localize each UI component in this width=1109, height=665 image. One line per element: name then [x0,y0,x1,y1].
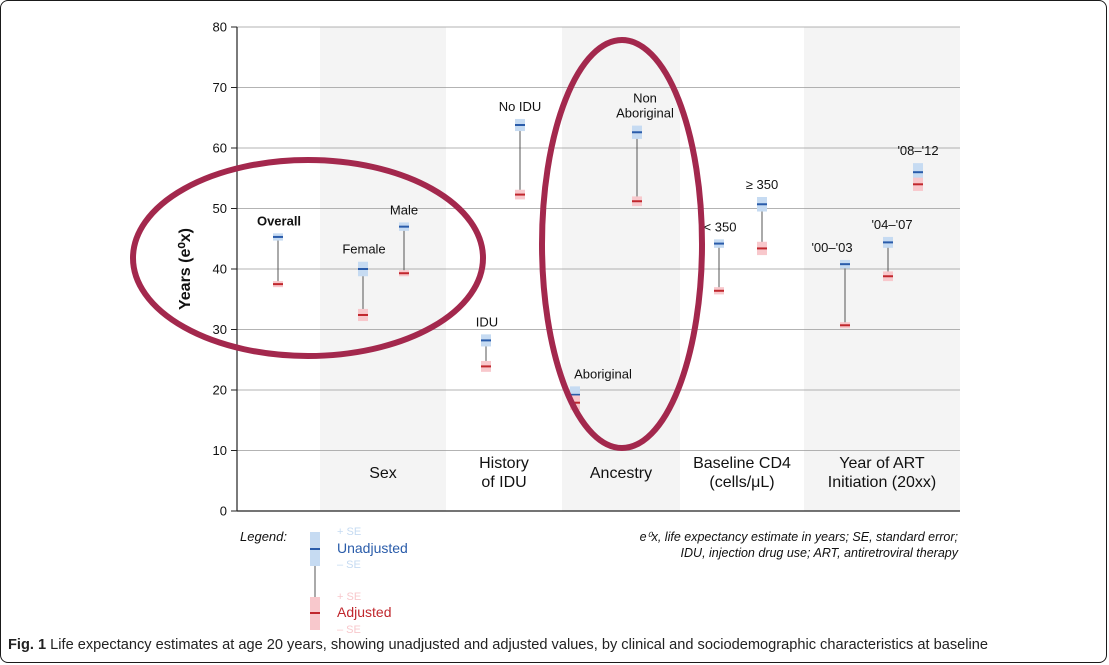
y-tick-label: 10 [213,443,227,458]
category-label: < 350 [704,219,737,234]
group-label: Sex [369,465,397,482]
category-label: IDU [476,314,498,329]
legend-plus-se: + SE [337,591,361,603]
note-symbol: e⁰x [640,530,659,544]
caption-text: Life expectancy estimates at age 20 year… [46,637,988,653]
y-tick-label: 30 [213,322,227,337]
category-label: '04–'07 [871,217,912,232]
legend-adjusted-label: Adjusted [337,604,391,620]
y-axis: 0 10 20 30 40 50 60 70 80 Years (e⁰x) [177,20,960,519]
category-labels: Sex History of IDU Ancestry Baseline CD4 (cel… [257,91,939,491]
note-text: , life expectancy estimate in years; SE,… [658,530,959,544]
category-label: '08–'12 [897,143,938,158]
group-label: (cells/μL) [709,474,774,491]
category-label: Aboriginal [616,106,674,121]
category-label: ≥ 350 [746,177,778,192]
group-label: Year of ART [839,455,925,472]
y-axis-title: Years (e⁰x) [177,228,194,310]
y-tick-label: 20 [213,383,227,398]
y-tick-label: 0 [220,504,227,519]
y-tick-label: 40 [213,262,227,277]
category-label: Overall [257,213,301,228]
category-label: Male [390,202,418,217]
category-label: Aboriginal [574,366,632,381]
category-label: '00–'03 [811,240,852,255]
group-label: of IDU [481,474,526,491]
legend-plus-se: + SE [337,526,361,538]
category-label: No IDU [499,99,542,114]
group-label: Ancestry [590,465,652,482]
category-label: Female [342,242,385,257]
notes: e⁰x, life expectancy estimate in years; … [640,530,959,560]
gridlines [237,26,960,451]
caption-label: Fig. 1 [8,637,47,653]
highlight-ellipse [130,157,486,359]
data-marks [273,118,923,410]
y-tick-label: 60 [213,141,227,156]
group-label: History [479,455,529,472]
note-line: IDU, injection drug use; ART, antiretrov… [681,546,959,560]
y-tick-label: 50 [213,201,227,216]
legend-minus-se: – SE [337,624,361,636]
y-tick-label: 80 [213,20,227,35]
note-line: e⁰x, life expectancy estimate in years; … [640,530,959,544]
legend-title: Legend: [240,529,287,544]
y-tick-label: 70 [213,80,227,95]
annotations [130,37,705,451]
legend-minus-se: – SE [337,559,361,571]
group-label: Initiation (20xx) [828,474,937,491]
legend-unadjusted-label: Unadjusted [337,540,408,556]
category-label: Non [633,91,657,106]
figure-caption: Fig. 1 Life expectancy estimates at age … [8,637,1103,653]
group-label: Baseline CD4 [693,455,791,472]
highlight-ellipse [539,37,705,451]
